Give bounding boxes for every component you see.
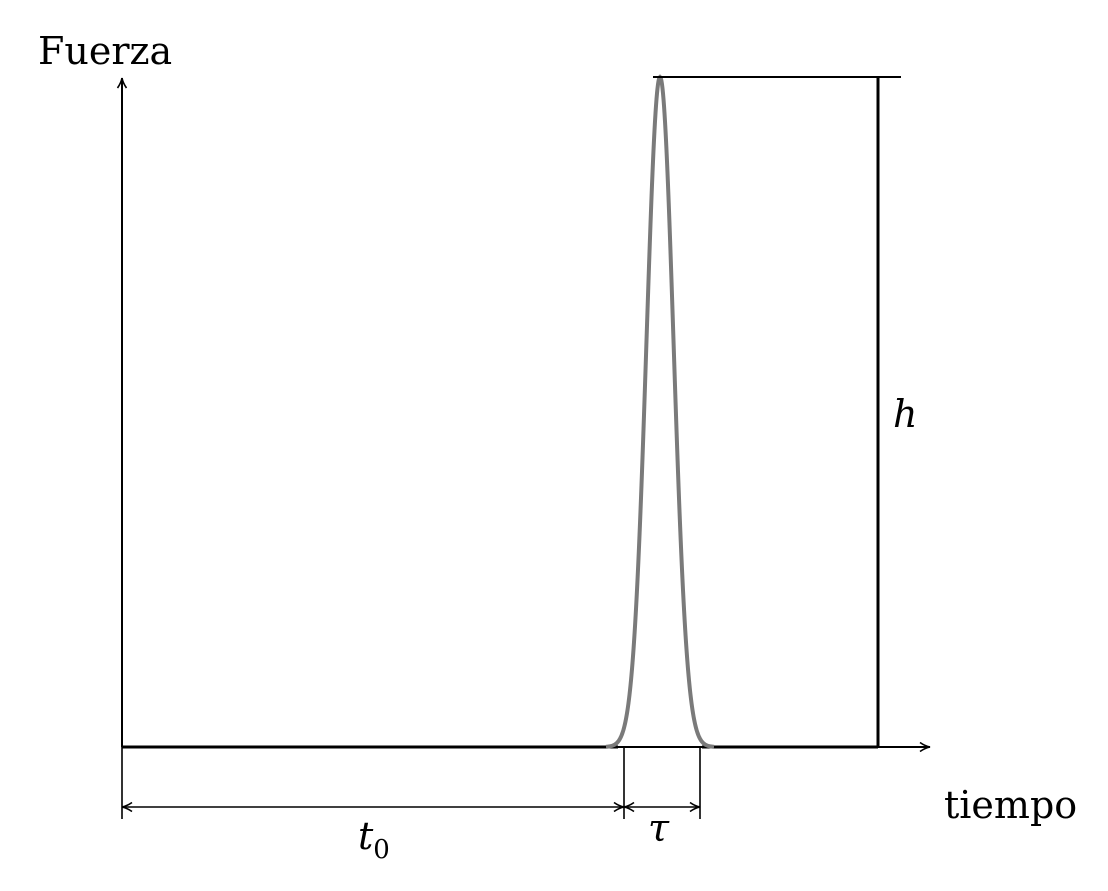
- tau-label: τ: [648, 806, 670, 850]
- x-axis-label: tiempo: [944, 783, 1077, 827]
- t0-label-subscript: 0: [373, 835, 390, 865]
- t0-label: t0: [358, 814, 390, 865]
- t0-label-main: t: [358, 814, 374, 858]
- y-axis-label: Fuerza: [38, 29, 172, 73]
- pulse-curve: [605, 74, 715, 749]
- height-label: h: [893, 392, 917, 436]
